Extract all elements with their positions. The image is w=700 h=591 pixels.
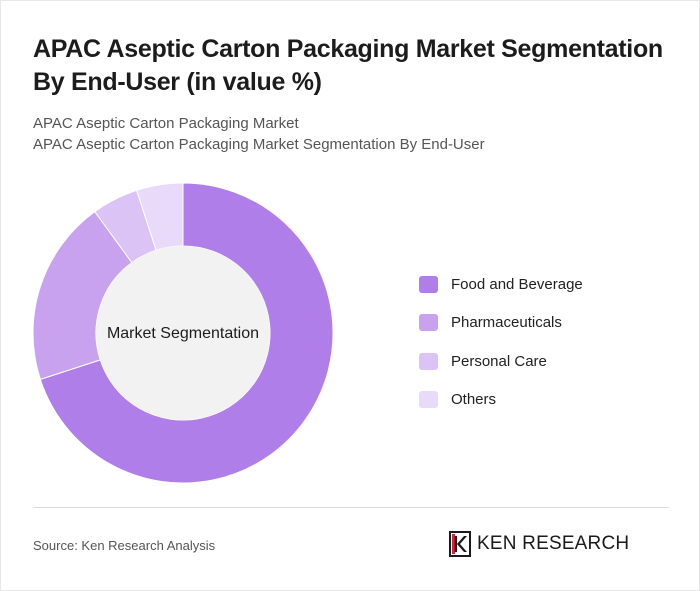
source-note: Source: Ken Research Analysis xyxy=(33,538,216,553)
donut-center-label: Market Segmentation xyxy=(107,325,259,342)
legend-swatch-others xyxy=(419,391,438,409)
ken-research-logo: KEN RESEARCH xyxy=(449,531,629,557)
donut-center xyxy=(96,246,270,420)
ken-research-logo-icon xyxy=(449,531,471,557)
legend-label-pharmaceuticals: Pharmaceuticals xyxy=(451,314,562,332)
donut-slices xyxy=(32,182,334,484)
legend-swatch-personal-care xyxy=(419,352,438,370)
footer-divider xyxy=(33,507,669,508)
chart-title: APAC Aseptic Carton Packaging Market Seg… xyxy=(33,35,663,96)
legend-swatch-food-and-beverage xyxy=(419,275,438,293)
ken-research-brand: KEN RESEARCH xyxy=(477,533,630,554)
chart-subtitle-market: APAC Aseptic Carton Packaging Market xyxy=(33,115,299,132)
donut-chart: Market Segmentation xyxy=(32,182,334,484)
legend-item-pharmaceuticals: Pharmaceuticals xyxy=(419,304,669,343)
chart-subtitle-segmentation: APAC Aseptic Carton Packaging Market Seg… xyxy=(33,136,485,153)
chart-legend: Food and Beverage Pharmaceuticals Personal… xyxy=(419,265,669,419)
legend-label-others: Others xyxy=(451,391,497,409)
legend-item-personal-care: Personal Care xyxy=(419,342,669,381)
legend-swatch-pharmaceuticals xyxy=(419,314,438,332)
legend-label-food-and-beverage: Food and Beverage xyxy=(451,275,583,293)
legend-item-others: Others xyxy=(419,381,669,420)
legend-item-food-and-beverage: Food and Beverage xyxy=(419,265,669,304)
legend-label-personal-care: Personal Care xyxy=(451,352,547,370)
